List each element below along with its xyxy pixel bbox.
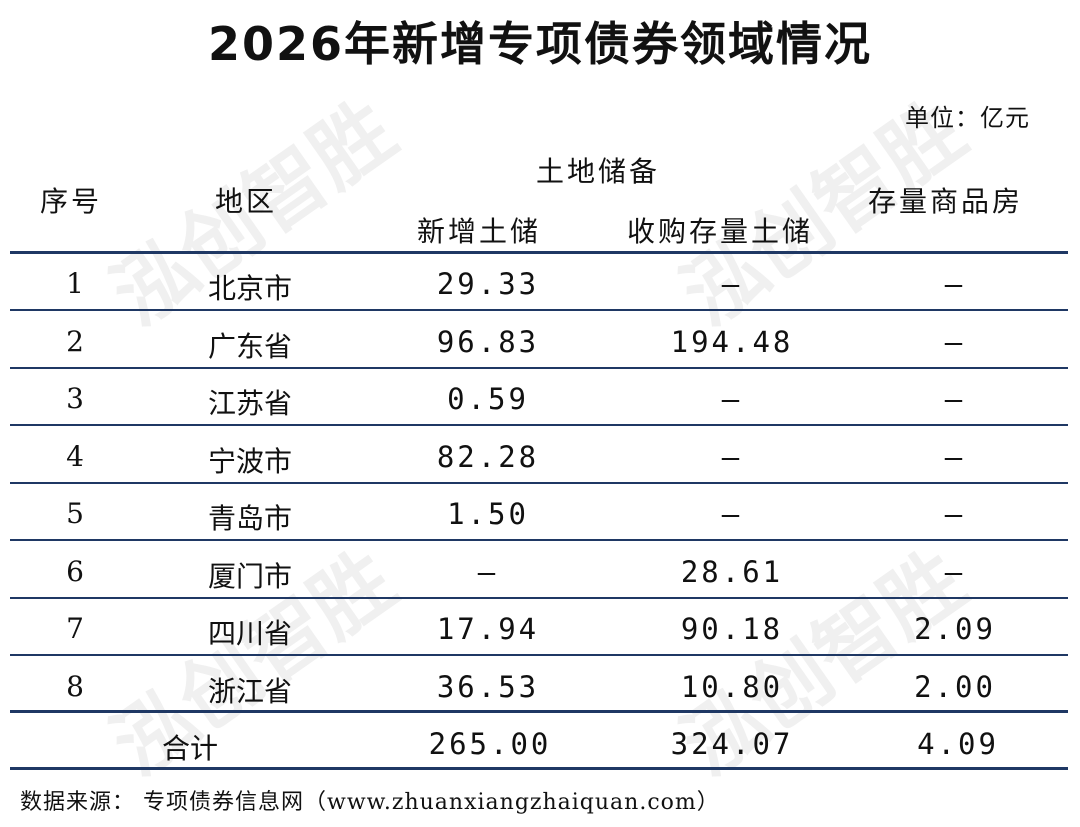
cell-housing: – bbox=[944, 554, 966, 589]
total-housing: 4.09 bbox=[917, 727, 999, 761]
cell-index: 8 bbox=[66, 669, 84, 703]
cell-housing: – bbox=[944, 497, 966, 531]
cell-index: 2 bbox=[66, 324, 84, 358]
source-note: 数据来源： 专项债券信息网（www.zhuanxiangzhaiquan.com… bbox=[20, 790, 720, 815]
cell-new-land: 1.50 bbox=[447, 497, 529, 531]
cell-new-land: 17.94 bbox=[436, 612, 540, 646]
row-rule bbox=[10, 539, 1068, 541]
cell-housing: – bbox=[944, 267, 966, 301]
cell-new-land: 29.33 bbox=[436, 267, 540, 301]
total-acquire: 324.07 bbox=[670, 727, 794, 761]
cell-new-land: 0.59 bbox=[447, 382, 529, 416]
cell-acquire: 194.48 bbox=[670, 324, 794, 359]
cell-index: 5 bbox=[66, 497, 84, 530]
total-new-land: 265.00 bbox=[428, 727, 552, 761]
header-rule bbox=[10, 251, 1068, 254]
header-land-group: 土地储备 bbox=[536, 155, 661, 188]
cell-acquire: 10.80 bbox=[680, 669, 784, 704]
cell-region: 厦门市 bbox=[207, 559, 293, 593]
cell-housing: 2.09 bbox=[914, 612, 996, 646]
cell-housing: – bbox=[944, 439, 966, 474]
total-rule bbox=[10, 710, 1068, 713]
row-rule bbox=[10, 654, 1068, 656]
cell-index: 4 bbox=[66, 439, 84, 473]
header-index: 序号 bbox=[40, 185, 103, 218]
cell-new-land: 36.53 bbox=[436, 669, 540, 704]
cell-acquire: – bbox=[721, 497, 743, 531]
cell-region: 青岛市 bbox=[207, 502, 293, 535]
total-label: 合计 bbox=[161, 732, 219, 765]
cell-index: 6 bbox=[66, 554, 84, 588]
cell-index: 7 bbox=[66, 612, 84, 645]
cell-index: 3 bbox=[66, 382, 84, 415]
header-new-land: 新增土储 bbox=[417, 215, 542, 248]
cell-region: 江苏省 bbox=[207, 387, 293, 420]
row-rule bbox=[10, 309, 1068, 311]
cell-acquire: 90.18 bbox=[680, 612, 784, 646]
row-rule bbox=[10, 424, 1068, 426]
cell-new-land: 82.28 bbox=[436, 439, 540, 474]
header-region: 地区 bbox=[215, 185, 278, 218]
cell-acquire: – bbox=[721, 382, 743, 416]
row-rule bbox=[10, 596, 1068, 599]
row-rule bbox=[10, 481, 1068, 484]
cell-acquire: – bbox=[721, 267, 743, 301]
unit-label: 单位：亿元 bbox=[905, 104, 1030, 132]
cell-region: 宁波市 bbox=[207, 444, 293, 478]
header-housing: 存量商品房 bbox=[868, 185, 1024, 218]
cell-region: 浙江省 bbox=[207, 674, 293, 708]
row-rule bbox=[10, 366, 1068, 369]
cell-region: 四川省 bbox=[207, 617, 293, 650]
cell-index: 1 bbox=[66, 267, 84, 300]
cell-acquire: 28.61 bbox=[680, 554, 784, 589]
header-acquire-land: 收购存量土储 bbox=[627, 215, 814, 248]
cell-acquire: – bbox=[721, 439, 743, 474]
cell-new-land: – bbox=[477, 554, 499, 589]
cell-region: 广东省 bbox=[207, 329, 293, 363]
bottom-rule bbox=[10, 767, 1068, 770]
cell-new-land: 96.83 bbox=[436, 324, 540, 359]
page-title: 2026年新增专项债券领域情况 bbox=[207, 17, 873, 71]
cell-housing: – bbox=[944, 324, 966, 359]
cell-region: 北京市 bbox=[207, 272, 293, 305]
cell-housing: 2.00 bbox=[914, 669, 996, 704]
cell-housing: – bbox=[944, 382, 966, 416]
